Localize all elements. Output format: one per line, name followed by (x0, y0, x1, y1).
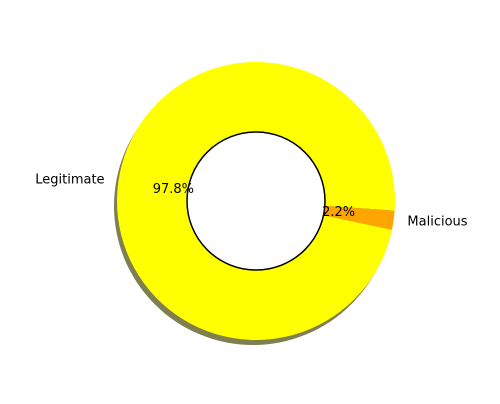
slice-label-malicious: Malicious (407, 215, 467, 230)
donut-center-hole (186, 131, 326, 271)
slice-percent-malicious: 2.2% (322, 205, 355, 220)
slice-label-legitimate: Legitimate (35, 172, 104, 187)
slice-percent-legitimate: 97.8% (153, 182, 194, 197)
label-group: Legitimate 97.8% Malicious 2.2% (35, 172, 468, 229)
